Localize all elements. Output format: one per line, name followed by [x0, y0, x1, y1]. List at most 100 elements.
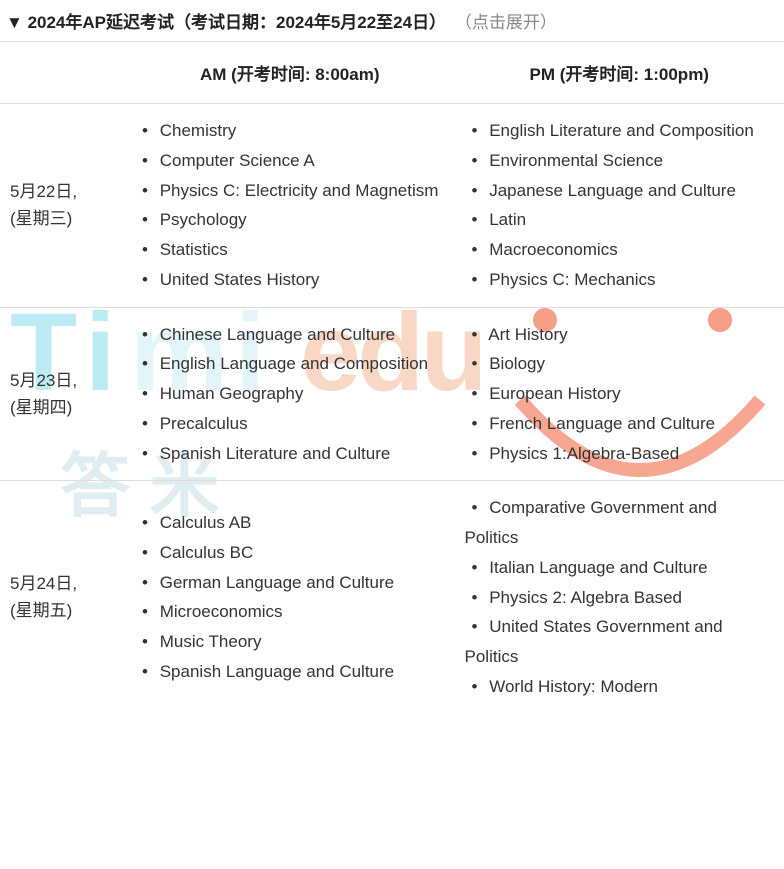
- exam-item: • United States History: [135, 265, 445, 295]
- exam-item: • German Language and Culture: [135, 568, 445, 598]
- exam-item: • Microeconomics: [135, 597, 445, 627]
- bullet-icon: •: [465, 265, 485, 295]
- exam-name: United States History: [155, 270, 319, 289]
- bullet-icon: •: [135, 265, 155, 295]
- exam-item: • Music Theory: [135, 627, 445, 657]
- exam-item: • United States Government and Politics: [465, 612, 775, 672]
- exam-name: Chemistry: [155, 121, 236, 140]
- exam-item: • Comparative Government and Politics: [465, 493, 775, 553]
- exam-item: • Japanese Language and Culture: [465, 176, 775, 206]
- exam-name: Biology: [485, 354, 545, 373]
- exam-list: • Art History• Biology• European History…: [465, 320, 775, 469]
- table-row: 5月23日,(星期四) • Chinese Language and Cultur…: [0, 307, 784, 481]
- bullet-icon: •: [465, 439, 485, 469]
- exam-item: • Calculus AB: [135, 508, 445, 538]
- bullet-icon: •: [465, 235, 485, 265]
- exam-item: • Physics C: Electricity and Magnetism: [135, 176, 445, 206]
- exam-item: • Macroeconomics: [465, 235, 775, 265]
- exam-name: Environmental Science: [485, 151, 664, 170]
- exam-name: Calculus BC: [155, 543, 253, 562]
- collapsible-header[interactable]: ▼ 2024年AP延迟考试（考试日期：2024年5月22至24日） （点击展开）: [0, 0, 784, 42]
- bullet-icon: •: [135, 439, 155, 469]
- exam-item: • Italian Language and Culture: [465, 553, 775, 583]
- exam-name: Latin: [485, 210, 527, 229]
- bullet-icon: •: [135, 508, 155, 538]
- exam-name: United States Government and Politics: [465, 617, 723, 666]
- exam-item: • Human Geography: [135, 379, 445, 409]
- exam-name: Calculus AB: [155, 513, 251, 532]
- exam-item: • Physics 2: Algebra Based: [465, 583, 775, 613]
- exam-name: Computer Science A: [155, 151, 315, 170]
- exam-name: Physics C: Mechanics: [485, 270, 656, 289]
- exam-name: Music Theory: [155, 632, 261, 651]
- bullet-icon: •: [465, 176, 485, 206]
- exam-list: • English Literature and Composition• En…: [465, 116, 775, 295]
- exam-list: • Comparative Government and Politics• I…: [465, 493, 775, 701]
- col-am: AM (开考时间: 8:00am): [125, 42, 455, 104]
- bullet-icon: •: [135, 349, 155, 379]
- pm-cell: • Art History• Biology• European History…: [455, 307, 784, 481]
- exam-item: • Precalculus: [135, 409, 445, 439]
- exam-name: Physics 2: Algebra Based: [485, 588, 683, 607]
- exam-item: • Biology: [465, 349, 775, 379]
- table-row: 5月24日,(星期五)• Calculus AB• Calculus BC• G…: [0, 481, 784, 714]
- exam-list: • Chemistry• Computer Science A• Physics…: [135, 116, 445, 295]
- exam-name: Japanese Language and Culture: [485, 181, 736, 200]
- exam-name: English Literature and Composition: [485, 121, 754, 140]
- exam-name: European History: [485, 384, 621, 403]
- bullet-icon: •: [465, 493, 485, 523]
- bullet-icon: •: [135, 379, 155, 409]
- bullet-icon: •: [465, 612, 485, 642]
- weekday-text: (星期四): [10, 394, 115, 421]
- bullet-icon: •: [465, 583, 485, 613]
- date-text: 5月23日,: [10, 367, 115, 394]
- bullet-icon: •: [465, 205, 485, 235]
- bullet-icon: •: [465, 553, 485, 583]
- exam-name: Psychology: [155, 210, 247, 229]
- weekday-text: (星期三): [10, 205, 115, 232]
- exam-item: • Psychology: [135, 205, 445, 235]
- exam-name: Chinese Language and Culture: [155, 325, 395, 344]
- exam-name: French Language and Culture: [485, 414, 716, 433]
- exam-item: • Physics C: Mechanics: [465, 265, 775, 295]
- exam-item: • Environmental Science: [465, 146, 775, 176]
- bullet-icon: •: [135, 597, 155, 627]
- exam-name: Precalculus: [155, 414, 248, 433]
- exam-name: Macroeconomics: [485, 240, 618, 259]
- bullet-icon: •: [135, 568, 155, 598]
- exam-name: Spanish Language and Culture: [155, 662, 394, 681]
- exam-name: Physics 1:Algebra-Based: [485, 444, 680, 463]
- exam-item: • Statistics: [135, 235, 445, 265]
- bullet-icon: •: [135, 205, 155, 235]
- exam-item: • Physics 1:Algebra-Based: [465, 439, 775, 469]
- bullet-icon: •: [135, 235, 155, 265]
- chevron-down-icon: ▼: [6, 13, 23, 32]
- pm-cell: • English Literature and Composition• En…: [455, 104, 784, 308]
- bullet-icon: •: [465, 409, 485, 439]
- exam-item: • Spanish Language and Culture: [135, 657, 445, 687]
- exam-item: • Chinese Language and Culture: [135, 320, 445, 350]
- date-cell: 5月24日,(星期五): [0, 481, 125, 714]
- exam-name: Microeconomics: [155, 602, 283, 621]
- bullet-icon: •: [135, 409, 155, 439]
- exam-name: Statistics: [155, 240, 228, 259]
- exam-name: Comparative Government and Politics: [465, 498, 717, 547]
- exam-name: English Language and Composition: [155, 354, 428, 373]
- date-text: 5月22日,: [10, 178, 115, 205]
- bullet-icon: •: [465, 320, 485, 350]
- exam-list: • Chinese Language and Culture• English …: [135, 320, 445, 469]
- exam-name: Italian Language and Culture: [485, 558, 708, 577]
- exam-item: • Art History: [465, 320, 775, 350]
- col-pm: PM (开考时间: 1:00pm): [455, 42, 784, 104]
- exam-name: Spanish Literature and Culture: [155, 444, 390, 463]
- exam-item: • Computer Science A: [135, 146, 445, 176]
- bullet-icon: •: [465, 116, 485, 146]
- bullet-icon: •: [135, 116, 155, 146]
- header-title: ▼ 2024年AP延迟考试（考试日期：2024年5月22至24日）: [6, 13, 451, 32]
- weekday-text: (星期五): [10, 597, 115, 624]
- table-header-row: AM (开考时间: 8:00am) PM (开考时间: 1:00pm): [0, 42, 784, 104]
- exam-item: • Calculus BC: [135, 538, 445, 568]
- col-date: [0, 42, 125, 104]
- bullet-icon: •: [135, 176, 155, 206]
- exam-name: Physics C: Electricity and Magnetism: [155, 181, 438, 200]
